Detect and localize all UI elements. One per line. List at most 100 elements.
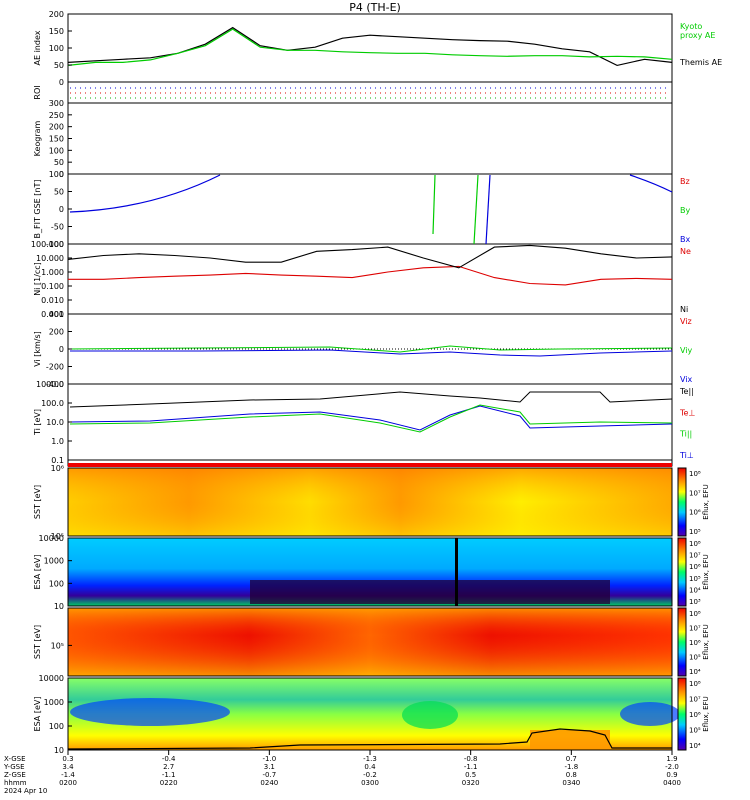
density-ytick: 100.000: [31, 240, 64, 249]
by-line-1: [432, 174, 436, 235]
temperature-ytick: 100.0: [41, 399, 64, 408]
temperature-ytick: 10.0: [46, 418, 64, 427]
sst-elec-overlay: [68, 608, 672, 676]
by-line-2: [473, 174, 479, 245]
density-ytick: 0.010: [41, 296, 64, 305]
xaxis-value: 0200: [59, 779, 77, 787]
esa_ion-cbar-tick: 10⁴: [689, 586, 701, 594]
temperature-legend: Ti||: [679, 430, 692, 439]
colorbar-esa-ion: [677, 537, 687, 607]
xaxis-value: -1.1: [162, 771, 176, 779]
density-series-0: [68, 265, 673, 286]
vi-blue: [70, 349, 673, 357]
esa_ion-cbar-tick: 10⁶: [689, 563, 701, 571]
sst_ion-ylabel: SST [eV]: [33, 485, 42, 519]
ae-series-1: [67, 28, 673, 66]
esa_elec-cbar-tick: 10⁸: [689, 680, 701, 688]
esa-ion-frame: [67, 537, 673, 607]
xaxis-value: -1.0: [262, 755, 276, 763]
sst_elec-cbar-tick: 10⁸: [689, 610, 701, 618]
density-ytick: 0.001: [41, 310, 64, 319]
colorbars: [677, 467, 687, 751]
bfield-panel: [67, 173, 673, 245]
velocity-ytick: 400: [49, 310, 64, 319]
esa_ion-ylabel: ESA [eV]: [33, 555, 42, 590]
velocity-traces: [68, 345, 673, 357]
esa_elec-ytick: 10: [54, 746, 64, 755]
esa_ion-ytick: 10: [54, 602, 64, 611]
keogram-ytick: 150: [49, 135, 64, 144]
vi-green: [69, 345, 673, 353]
xaxis-value: 0.3: [62, 755, 73, 763]
ae-ytick: 100: [49, 44, 64, 53]
temperature-ytick: 1000.0: [36, 380, 64, 389]
keogram-ylabel: Keogram: [33, 120, 42, 156]
esa_elec-cbar-tick: 10⁷: [689, 696, 701, 704]
sst_ion-ytick: 10⁵: [51, 532, 64, 541]
esa-elec-green-center: [402, 701, 458, 729]
velocity-ytick: -400: [46, 380, 64, 389]
ae-lines: [67, 26, 673, 67]
xaxis-value: -0.4: [162, 755, 176, 763]
xaxis-value: 0340: [562, 779, 580, 787]
plot-title: P4 (TH-E): [349, 1, 401, 14]
density-ytick: 10.000: [36, 254, 64, 263]
sst_ion-cbar-tick: 10⁵: [689, 528, 701, 536]
esa_elec-ytick: 100: [49, 722, 64, 731]
sst_ion-cbar-tick: 10⁸: [689, 470, 701, 478]
esa_ion-ytick: 100: [49, 579, 64, 588]
velocity-ytick: 200: [49, 328, 64, 337]
esa_ion-cbar-label: Eflux, EFU: [702, 554, 710, 589]
density-ytick: 0.100: [41, 282, 64, 291]
esa_elec-cbar-tick: 10⁶: [689, 711, 701, 719]
xaxis-value: 0320: [462, 779, 480, 787]
ae-ylabel: AE index: [33, 30, 42, 65]
ae-series-0: [67, 26, 673, 67]
velocity-legend: Viz: [680, 317, 692, 326]
esa_elec-ytick: 10000: [39, 674, 64, 683]
xaxis-value: -0.7: [262, 771, 276, 779]
esa_elec-cbar-tick: 10⁵: [689, 727, 701, 735]
sst-ion-frame: [67, 467, 673, 537]
sst_elec-cbar-tick: 10⁶: [689, 639, 701, 647]
xaxis-value: 0220: [160, 779, 178, 787]
xaxis-value: -1.1: [464, 763, 478, 771]
esa-elec-boundary-line: [67, 728, 672, 750]
bfield-legend: By: [680, 206, 690, 215]
density-lines: [67, 244, 673, 286]
xaxis-value: -1.4: [61, 771, 75, 779]
temperature-legend: Te⊥: [679, 408, 695, 417]
bfield-ytick: -50: [51, 223, 64, 232]
sst_elec-cbar-tick: 10⁷: [689, 625, 701, 633]
keogram-ytick: 200: [49, 123, 64, 132]
ae-legend: Themis AE: [679, 58, 722, 67]
esa-elec-blue-left: [70, 698, 230, 726]
temperature-ytick: 1.0: [51, 437, 64, 446]
ae-ytick: 150: [49, 27, 64, 36]
ae-legend: Kyoto: [680, 22, 702, 31]
bx-line: [485, 174, 491, 245]
esa-elec-orange-region: [530, 730, 610, 750]
bfield-ytick: 50: [54, 188, 64, 197]
xaxis-value: 0300: [361, 779, 379, 787]
keogram-ytick: 250: [49, 111, 64, 120]
panel-frames: [67, 13, 673, 461]
esa_ion-cbar-tick: 10⁸: [689, 540, 701, 548]
top-bar-red: [68, 463, 672, 467]
density-series-1: [67, 244, 673, 269]
xaxis-value: 0.8: [566, 771, 577, 779]
density-legend: Ne: [680, 247, 691, 256]
xaxis-row-label: X-GSE: [4, 755, 26, 763]
esa_elec-cbar-tick: 10⁴: [689, 742, 701, 750]
velocity-legend: Vix: [680, 375, 693, 384]
esa_ion-ytick: 1000: [44, 557, 64, 566]
xaxis-value: 0.7: [566, 755, 577, 763]
sst_elec-ytick: 10⁵: [51, 641, 64, 650]
xaxis-value: 0240: [260, 779, 278, 787]
xaxis-value: 0.9: [666, 771, 677, 779]
xaxis-value: -0.8: [464, 755, 478, 763]
sst_ion-cbar-tick: 10⁷: [689, 489, 701, 497]
